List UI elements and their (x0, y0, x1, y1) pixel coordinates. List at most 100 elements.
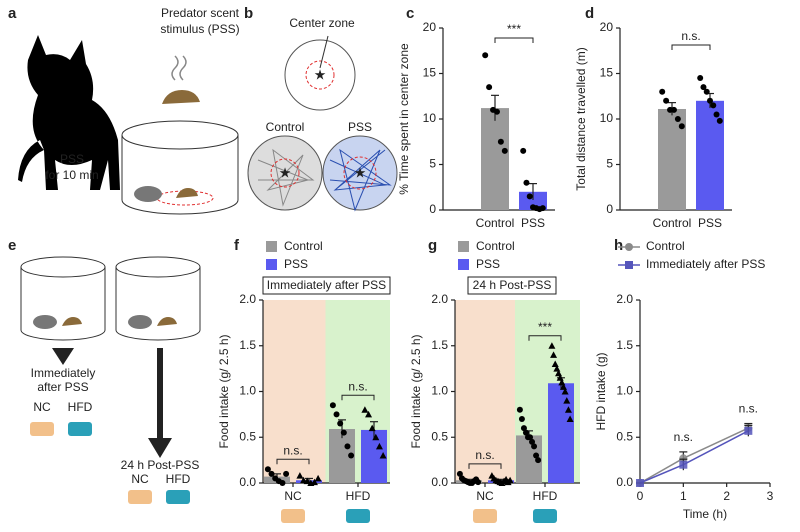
food-icon (533, 509, 557, 523)
data-point (670, 106, 677, 113)
data-point (659, 88, 666, 95)
data-point (314, 474, 322, 482)
condition-label: 24 h Post-PSS (121, 458, 200, 472)
data-point (535, 457, 542, 464)
group-label: PSS (348, 120, 372, 134)
x-tick-label: NC (476, 489, 494, 503)
diet-label: NC (33, 400, 51, 414)
data-point (520, 425, 527, 432)
y-tick-label: 0.5 (616, 429, 633, 443)
food-icon (346, 509, 370, 523)
x-tick-label: 3 (767, 489, 774, 503)
data-point (520, 147, 527, 154)
y-tick-label: 0 (429, 202, 436, 216)
x-tick-label: PSS (698, 216, 722, 230)
data-point (486, 84, 493, 91)
data-point (493, 108, 500, 115)
y-tick-label: 15 (423, 66, 437, 80)
data-point (563, 397, 571, 404)
data-point (550, 351, 558, 358)
panel-letter: e (8, 237, 16, 254)
x-tick-label: PSS (521, 216, 545, 230)
significance-bracket (494, 37, 534, 43)
series-line (639, 430, 749, 484)
y-tick-label: 1.5 (616, 338, 633, 352)
data-point (340, 429, 347, 436)
data-point (283, 470, 290, 477)
panel-a-art (18, 35, 239, 215)
data-point (707, 97, 713, 104)
significance-bracket (276, 458, 310, 465)
data-point (379, 452, 387, 459)
data-point (333, 411, 340, 418)
x-tick-label: 2 (723, 489, 730, 503)
condition-label: Immediately (31, 366, 96, 380)
data-point (506, 476, 514, 484)
legend-marker (625, 243, 633, 251)
panel-letter: h (614, 237, 623, 254)
food-icon (281, 509, 305, 523)
bar (696, 100, 724, 210)
data-point (344, 443, 351, 450)
data-point (303, 477, 311, 485)
panel-letter: g (428, 237, 437, 254)
panel-e-art (20, 256, 201, 504)
panel-b-art: ★ ★ ★ (247, 35, 398, 212)
series-line (639, 427, 749, 484)
scent-label: stimulus (PSS) (160, 22, 239, 36)
y-tick-label: 2.0 (616, 292, 633, 306)
x-tick-label: Control (653, 216, 692, 230)
significance-bracket (528, 335, 562, 341)
data-point (264, 466, 271, 473)
significance-label: n.s. (283, 443, 302, 457)
y-tick-label: 0.0 (239, 475, 256, 489)
y-tick-label: 1.5 (239, 338, 256, 352)
svg-text:★: ★ (354, 165, 367, 181)
bar (481, 108, 509, 210)
exposure-label: for 10 min (45, 168, 98, 182)
data-point (361, 406, 369, 413)
data-point (526, 193, 533, 200)
data-point (674, 116, 681, 122)
food-icon (473, 509, 497, 523)
panel-letter: d (585, 5, 594, 22)
x-tick-label: 1 (680, 489, 687, 503)
data-point (566, 415, 574, 422)
data-point (268, 470, 275, 477)
y-axis-label: Total distance travelled (m) (574, 47, 588, 190)
data-point (279, 480, 286, 486)
data-point (679, 454, 688, 463)
y-tick-label: 10 (600, 111, 614, 125)
significance-bracket (671, 44, 711, 50)
data-point (372, 433, 380, 441)
bar (519, 191, 547, 210)
subtitle: 24 h Post-PSS (473, 278, 552, 292)
data-point (348, 452, 355, 459)
data-point (516, 406, 523, 413)
data-point (663, 97, 670, 104)
y-tick-label: 1.0 (239, 384, 256, 398)
data-point (375, 442, 383, 450)
y-tick-label: 1.0 (431, 384, 448, 398)
panel-letter: c (406, 5, 414, 22)
x-axis-label: Time (h) (683, 507, 727, 521)
panel-letter: a (8, 5, 17, 22)
y-axis-label: Food intake (g/ 2.5 h) (409, 334, 423, 448)
data-point (365, 410, 373, 418)
legend-marker (625, 261, 633, 269)
data-point (710, 102, 717, 109)
subtitle-box (467, 276, 557, 295)
significance-label: n.s. (475, 448, 494, 462)
x-tick-label: HFD (346, 489, 371, 503)
data-point (529, 438, 536, 445)
y-tick-label: 0.0 (616, 475, 633, 489)
data-point (522, 429, 529, 436)
data-point (456, 470, 463, 477)
data-point (539, 205, 546, 212)
svg-text:★: ★ (279, 165, 292, 181)
diet-label: HFD (166, 472, 191, 486)
significance-label: n.s. (674, 430, 693, 444)
data-point (482, 52, 489, 59)
data-point (368, 424, 376, 432)
scent-label: Predator scent (161, 6, 240, 20)
